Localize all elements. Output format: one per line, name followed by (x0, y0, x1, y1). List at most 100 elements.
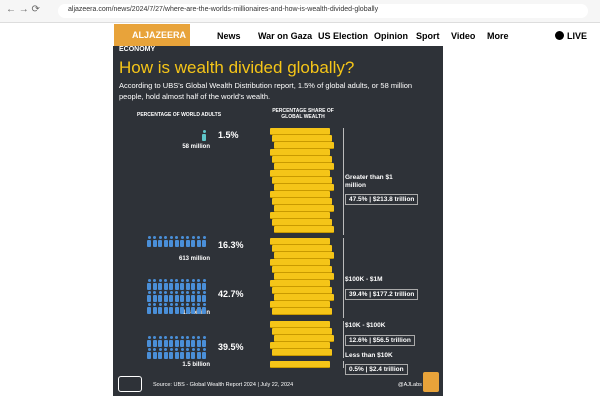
coin (272, 156, 332, 163)
wealth-share: 12.6% | $56.5 trillion (345, 335, 415, 346)
person-icon (185, 239, 190, 247)
person-icon (180, 306, 184, 314)
person-icon (158, 282, 162, 290)
person-icon (152, 282, 157, 290)
person-icon (147, 348, 151, 351)
person-icon (147, 282, 151, 290)
person-icon (147, 306, 151, 314)
nav-item[interactable]: More (487, 31, 509, 41)
adult-count: 58 million (182, 144, 210, 150)
person-icon (186, 348, 189, 351)
person-icon (169, 282, 173, 290)
person-icon (202, 239, 206, 247)
person-icon (169, 291, 173, 294)
wealth-band: Greater than $1 million (345, 174, 393, 189)
coin (272, 349, 332, 356)
person-icon (202, 294, 206, 302)
person-icon (169, 239, 173, 247)
left-header: PERCENTAGE OF WORLD ADULTS (137, 112, 222, 118)
nav-item[interactable]: War on Gaza (258, 31, 313, 41)
person-icon (175, 279, 178, 282)
adult-percent: 39.5% (218, 342, 244, 352)
person-icon (197, 348, 200, 351)
bracket (340, 321, 344, 358)
person-icon (202, 291, 206, 294)
person-icon (158, 303, 162, 306)
person-icon (191, 294, 195, 302)
person-icon (164, 291, 167, 294)
coin (270, 238, 330, 245)
person-icon (191, 279, 195, 282)
adult-percent: 16.3% (218, 240, 244, 250)
person-icon (152, 239, 157, 247)
logo-text[interactable]: ALJAZEERA (132, 30, 187, 40)
nav-item[interactable]: US Election (318, 31, 369, 41)
person-icon (202, 236, 206, 239)
nav-item[interactable]: News (217, 31, 241, 41)
person-icon (163, 294, 168, 302)
person-icon (180, 239, 184, 247)
person-icon (174, 282, 179, 290)
person-icon (186, 291, 189, 294)
person-icon (163, 239, 168, 247)
coin (270, 170, 330, 177)
infographic: ECONOMY How is wealth divided globally? … (113, 46, 443, 396)
person-icon (196, 306, 201, 314)
coin (270, 342, 330, 349)
nav-icons[interactable]: ← → ⟳ (6, 4, 40, 15)
person-icon (147, 351, 151, 359)
person-icon (169, 279, 173, 282)
person-icon (153, 336, 156, 339)
person-icon (196, 239, 201, 247)
coin (270, 321, 330, 328)
person-icon (191, 236, 195, 239)
person-icon (202, 303, 206, 306)
person-icon (202, 339, 206, 347)
person-icon (191, 336, 195, 339)
person-icon (202, 306, 206, 314)
adult-percent: 1.5% (218, 130, 239, 140)
bracket (340, 361, 344, 368)
url[interactable]: aljazeera.com/news/2024/7/27/where-are-t… (68, 6, 379, 13)
person-icon (147, 291, 151, 294)
nav-item[interactable]: Opinion (374, 31, 408, 41)
person-icon (164, 279, 167, 282)
person-icon (191, 303, 195, 306)
person-icon (186, 236, 189, 239)
person-icon (147, 279, 151, 282)
person-icon (185, 282, 190, 290)
coin (274, 294, 334, 301)
live-dot[interactable] (555, 31, 564, 40)
url-field[interactable] (58, 4, 588, 18)
adult-count: 613 million (178, 256, 210, 262)
person-icon (147, 236, 151, 239)
wealth-share: 0.5% | $2.4 trillion (345, 364, 408, 375)
nav-item[interactable]: Video (451, 31, 476, 41)
person-icon (186, 303, 189, 306)
live[interactable]: LIVE (567, 31, 588, 41)
logo[interactable] (114, 24, 190, 46)
person-icon (152, 339, 157, 347)
nav-item[interactable]: Sport (416, 31, 440, 41)
person-icon (158, 236, 162, 239)
person-icon (196, 294, 201, 302)
person-icon (185, 306, 190, 314)
person-icon (169, 339, 173, 347)
person-icon (180, 339, 184, 347)
person-icon (153, 291, 156, 294)
wealth-band: $100K - $1M (345, 276, 383, 283)
right-header: PERCENTAGE SHARE OF GLOBAL WEALTH (272, 108, 334, 120)
person-icon (169, 306, 173, 314)
person-icon (180, 348, 184, 351)
person-icon (180, 303, 184, 306)
person-icon (174, 351, 179, 359)
coin (272, 198, 332, 205)
person-icon (163, 339, 168, 347)
person-icon (175, 336, 178, 339)
person-icon (158, 294, 162, 302)
person-icon (147, 339, 151, 347)
coin (272, 219, 332, 226)
coin (274, 252, 334, 259)
person-icon (158, 291, 162, 294)
wealth-band: Less than $10K (345, 352, 393, 359)
